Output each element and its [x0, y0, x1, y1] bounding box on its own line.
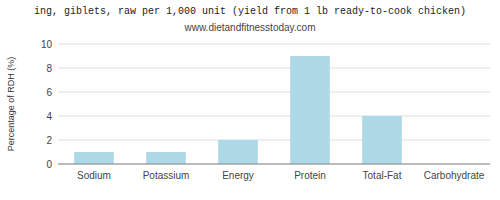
grid-line	[58, 116, 490, 117]
grid-line	[58, 92, 490, 93]
y-tick-label: 4	[46, 111, 52, 122]
grid-line	[58, 164, 490, 165]
x-tick-label: Protein	[294, 170, 326, 181]
subtitle: www.dietandfitnesstoday.com	[184, 22, 316, 33]
y-tick-label: 8	[46, 63, 52, 74]
y-axis-label: Percentage of RDH (%)	[6, 57, 16, 152]
bar	[290, 56, 330, 164]
grid-line	[58, 140, 490, 141]
bar	[146, 152, 186, 164]
x-tick-label: Energy	[222, 170, 254, 181]
x-axis-line	[58, 164, 490, 165]
grid-line	[58, 68, 490, 69]
y-tick-label: 6	[46, 87, 52, 98]
y-tick-label: 0	[46, 159, 52, 170]
x-tick-label: Carbohydrate	[424, 170, 485, 181]
title: ing, giblets, raw per 1,000 unit (yield …	[34, 6, 466, 17]
chart-container: ing, giblets, raw per 1,000 unit (yield …	[0, 0, 500, 200]
x-tick-label: Total-Fat	[363, 170, 402, 181]
x-tick-label: Sodium	[77, 170, 111, 181]
y-axis: 0 2 4 6 8 10	[41, 39, 490, 170]
bar	[74, 152, 114, 164]
y-tick-label: 2	[46, 135, 52, 146]
x-tick-label: Potassium	[143, 170, 190, 181]
bar	[362, 116, 402, 164]
x-axis: Sodium Potassium Energy Protein Total-Fat Car…	[58, 164, 490, 181]
chart-svg: ing, giblets, raw per 1,000 unit (yield …	[0, 0, 500, 200]
y-tick-label: 10	[41, 39, 53, 50]
bars	[74, 56, 402, 164]
bar	[218, 140, 258, 164]
grid-line	[58, 44, 490, 45]
